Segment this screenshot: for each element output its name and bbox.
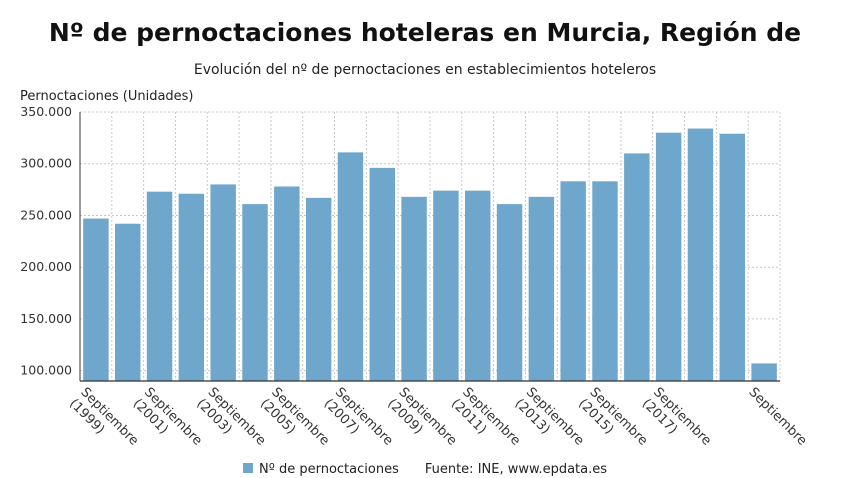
x-tick-label: Septiembre(2005)	[257, 385, 332, 449]
y-tick-label: 150.000	[20, 311, 72, 326]
bar	[274, 186, 300, 381]
bar	[751, 363, 777, 381]
bar	[242, 204, 268, 381]
x-tick-label: Septiembre(1999)	[66, 385, 141, 449]
bar	[401, 196, 427, 381]
bar	[115, 223, 141, 381]
source-note: Fuente: INE, www.epdata.es	[424, 462, 608, 477]
x-tick-label: Septiembre(2013)	[512, 385, 587, 449]
bar	[83, 218, 109, 381]
y-tick-label: 100.000	[20, 363, 72, 378]
bar	[305, 197, 332, 381]
y-tick-label: 250.000	[20, 207, 72, 222]
bar	[146, 191, 173, 381]
bar	[719, 133, 745, 381]
x-tick-label: Septiembre(2009)	[384, 385, 459, 449]
x-tick-label: Septiembre(2001)	[130, 385, 205, 449]
bar	[655, 132, 682, 381]
bar	[687, 128, 714, 381]
x-tick-label: Septiembre(2003)	[193, 385, 268, 449]
legend-series-label: Nº de pernoctaciones	[258, 462, 399, 477]
x-tick-label-line1: Septiembre	[746, 385, 810, 449]
legend-swatch	[242, 462, 253, 473]
y-tick-label: 300.000	[20, 156, 72, 171]
x-tick-label: Septiembre(2011)	[448, 385, 523, 449]
bar-series	[83, 128, 777, 381]
chart-subtitle: Evolución del nº de pernoctaciones en es…	[193, 62, 657, 78]
bar	[560, 181, 586, 381]
bar	[592, 181, 618, 381]
y-axis-label: Pernoctaciones (Unidades)	[20, 89, 194, 104]
bar	[369, 167, 395, 381]
x-tick-label: Septiembre(2015)	[575, 385, 650, 449]
bar	[465, 190, 491, 381]
bar	[624, 153, 650, 381]
y-tick-label: 350.000	[20, 104, 72, 119]
bar	[337, 152, 364, 381]
y-tick-label: 200.000	[20, 259, 72, 274]
grid-lines	[79, 111, 781, 381]
x-axis-ticks: Septiembre(1999) Septiembre(2001) Septiemb…	[66, 385, 810, 449]
x-tick-label: Septiembre(2007)	[321, 385, 396, 449]
legend: Nº de pernoctaciones Fuente: INE, www.epd…	[0, 462, 850, 477]
bar	[496, 204, 523, 381]
bar	[528, 196, 555, 381]
axes	[79, 112, 780, 382]
y-axis-ticks: 100.000 150.000 200.000 250.000 300.000 350.0…	[20, 104, 72, 378]
bar	[433, 190, 459, 381]
x-tick-label: Septiembre(2017)	[639, 385, 714, 449]
x-tick-label: Septiembre	[746, 385, 810, 449]
bar	[178, 193, 205, 381]
bar	[210, 184, 236, 381]
chart-title: Nº de pernoctaciones hoteleras en Murcia…	[48, 18, 802, 47]
